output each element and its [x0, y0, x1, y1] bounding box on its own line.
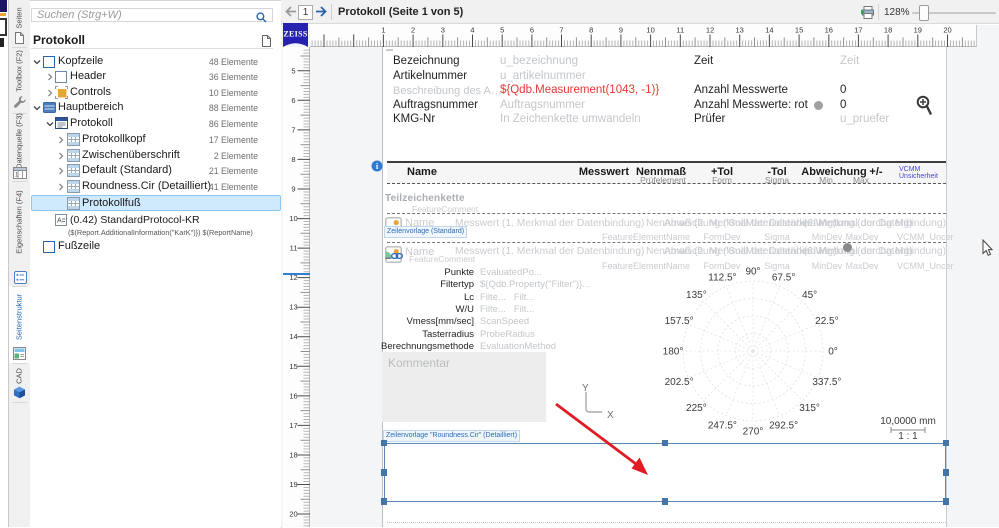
svg-text:16: 16 [825, 26, 833, 35]
svg-text:4: 4 [470, 26, 474, 35]
svg-text:8: 8 [589, 26, 593, 35]
svg-text:13: 13 [736, 26, 744, 35]
svg-text:X: X [607, 410, 614, 421]
svg-text:67.5°: 67.5° [772, 273, 795, 284]
svg-text:12: 12 [289, 273, 297, 282]
svg-text:20: 20 [943, 26, 951, 35]
svg-text:10: 10 [289, 214, 297, 223]
svg-text:0°: 0° [828, 347, 838, 358]
svg-text:9: 9 [619, 26, 623, 35]
svg-text:9: 9 [291, 185, 295, 194]
svg-text:202.5°: 202.5° [665, 377, 694, 388]
svg-text:7: 7 [291, 125, 295, 134]
svg-text:15: 15 [289, 362, 297, 371]
svg-text:157.5°: 157.5° [665, 316, 694, 327]
svg-text:ZEISS: ZEISS [283, 30, 307, 39]
svg-text:A: A [57, 218, 62, 225]
svg-text:2: 2 [411, 26, 415, 35]
svg-text:22.5°: 22.5° [815, 316, 838, 327]
svg-text:12: 12 [706, 26, 714, 35]
svg-text:6: 6 [291, 96, 295, 105]
svg-text:Y: Y [582, 383, 589, 394]
svg-text:1: 1 [15, 173, 19, 179]
svg-text:16: 16 [289, 391, 297, 400]
svg-text:135°: 135° [686, 290, 707, 301]
svg-text:14: 14 [765, 26, 773, 35]
svg-text:112.5°: 112.5° [708, 273, 736, 284]
svg-text:5: 5 [291, 66, 295, 75]
svg-text:17: 17 [854, 26, 862, 35]
svg-text:19: 19 [914, 26, 922, 35]
svg-text:3: 3 [441, 26, 445, 35]
svg-text:19: 19 [289, 480, 297, 489]
svg-text:225°: 225° [686, 403, 707, 414]
svg-text:270°: 270° [743, 427, 764, 438]
svg-text:11: 11 [290, 244, 298, 253]
svg-text:90°: 90° [745, 267, 760, 278]
svg-text:15: 15 [795, 26, 803, 35]
svg-text:337.5°: 337.5° [812, 377, 841, 388]
svg-text:180°: 180° [663, 347, 684, 358]
svg-text:20: 20 [289, 510, 297, 519]
svg-text:i: i [376, 161, 379, 171]
svg-text:18: 18 [884, 26, 892, 35]
svg-text:18: 18 [289, 451, 297, 460]
svg-text:5: 5 [500, 26, 504, 35]
svg-text:11: 11 [676, 26, 684, 35]
svg-text:14: 14 [289, 332, 297, 341]
svg-text:8: 8 [291, 155, 295, 164]
svg-text:292.5°: 292.5° [769, 420, 798, 431]
svg-text:1: 1 [381, 26, 385, 35]
svg-text:10: 10 [646, 26, 654, 35]
svg-text:45°: 45° [802, 290, 817, 301]
svg-text:247.5°: 247.5° [708, 420, 737, 431]
svg-text:6: 6 [530, 26, 534, 35]
svg-text:7: 7 [559, 26, 563, 35]
svg-text:315°: 315° [799, 403, 820, 414]
svg-text:13: 13 [289, 303, 297, 312]
svg-text:17: 17 [289, 421, 297, 430]
